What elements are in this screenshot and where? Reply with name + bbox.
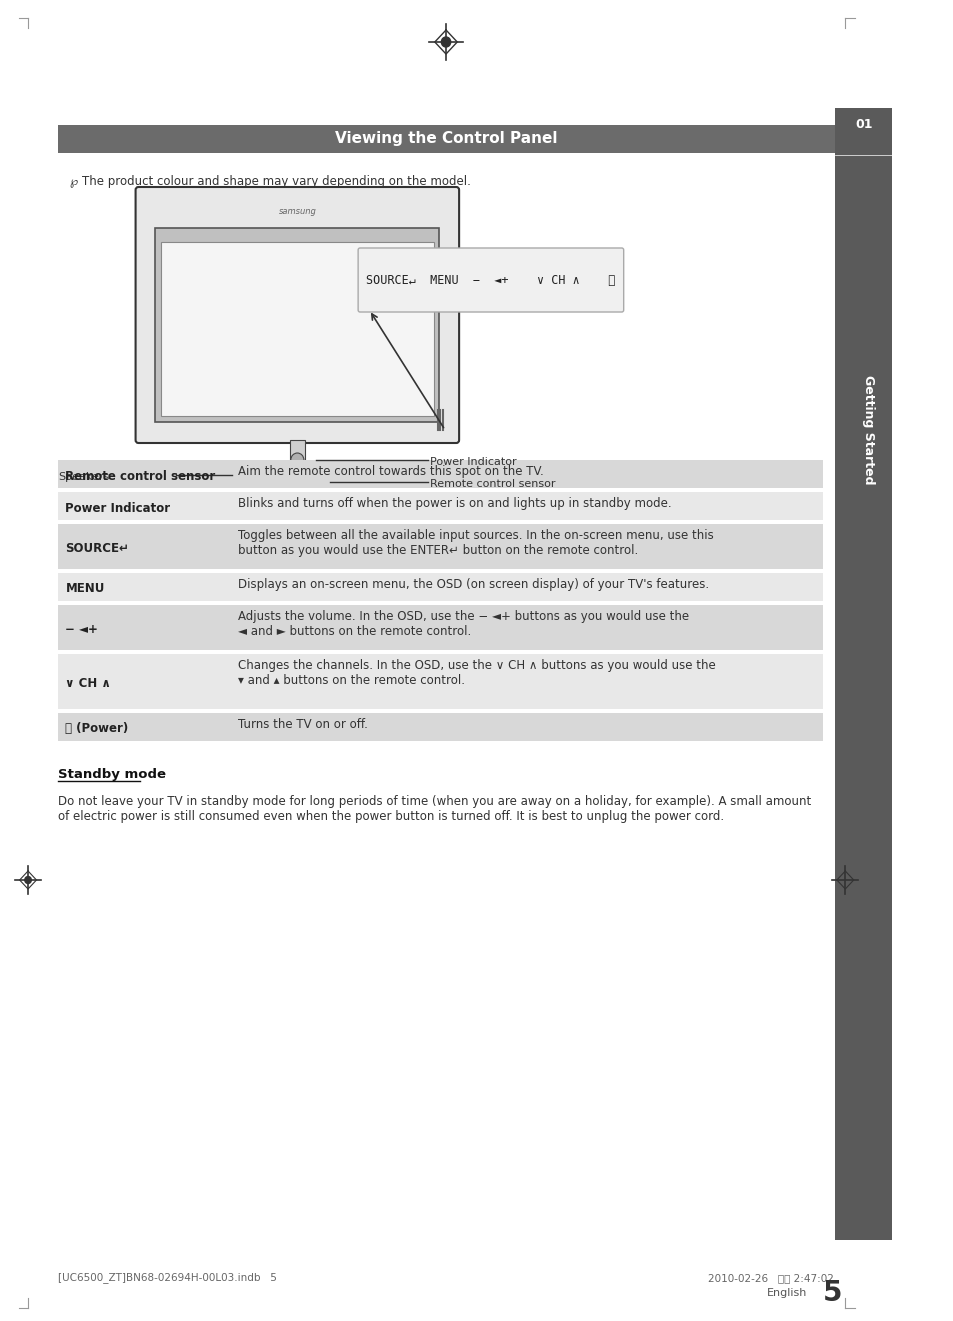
Bar: [290, 440, 305, 465]
Bar: [58, 713, 822, 741]
Text: Getting Started: Getting Started: [862, 375, 874, 485]
FancyBboxPatch shape: [249, 462, 346, 485]
Text: Blinks and turns off when the power is on and lights up in standby mode.: Blinks and turns off when the power is o…: [238, 497, 671, 510]
Text: Power Indicator: Power Indicator: [66, 502, 171, 514]
Bar: [58, 605, 822, 650]
Bar: [58, 573, 822, 601]
Text: Viewing the Control Panel: Viewing the Control Panel: [335, 132, 557, 147]
Text: [UC6500_ZT]BN68-02694H-00L03.indb   5: [UC6500_ZT]BN68-02694H-00L03.indb 5: [58, 1272, 276, 1284]
Circle shape: [291, 453, 304, 468]
Text: 2010-02-26   오후 2:47:02: 2010-02-26 오후 2:47:02: [707, 1273, 833, 1283]
Bar: [58, 524, 822, 569]
FancyBboxPatch shape: [135, 188, 458, 443]
Text: English: English: [766, 1288, 806, 1299]
Text: ∨ CH ∧: ∨ CH ∧: [66, 676, 112, 690]
Bar: [58, 460, 822, 487]
Text: Power Indicator: Power Indicator: [430, 457, 517, 468]
Circle shape: [25, 877, 31, 884]
Bar: [161, 242, 434, 416]
Text: ⏻ (Power): ⏻ (Power): [66, 723, 129, 736]
Bar: [58, 654, 822, 709]
Circle shape: [441, 37, 450, 48]
Text: Standby mode: Standby mode: [58, 768, 166, 781]
Text: Displays an on-screen menu, the OSD (on screen display) of your TV's features.: Displays an on-screen menu, the OSD (on …: [238, 579, 709, 590]
Bar: [58, 491, 822, 520]
Text: Changes the channels. In the OSD, use the ∨ CH ∧ buttons as you would use the
▾ : Changes the channels. In the OSD, use th…: [238, 659, 716, 687]
Text: Adjusts the volume. In the OSD, use the − ◄+ buttons as you would use the
◄ and : Adjusts the volume. In the OSD, use the …: [238, 610, 689, 638]
Text: Aim the remote control towards this spot on the TV.: Aim the remote control towards this spot…: [238, 465, 543, 478]
Circle shape: [841, 877, 847, 884]
Text: Speakers: Speakers: [58, 472, 109, 482]
Text: 5: 5: [822, 1279, 841, 1306]
FancyBboxPatch shape: [357, 248, 623, 312]
Text: Remote control sensor: Remote control sensor: [430, 480, 555, 489]
Bar: [58, 125, 834, 153]
Text: SOURCE↵  MENU  −  ◄+    ∨ CH ∧    ⏻: SOURCE↵ MENU − ◄+ ∨ CH ∧ ⏻: [366, 273, 615, 287]
Text: 01: 01: [854, 119, 872, 132]
Text: MENU: MENU: [66, 583, 105, 596]
Text: Turns the TV on or off.: Turns the TV on or off.: [238, 719, 368, 731]
Text: − ◄+: − ◄+: [66, 624, 102, 635]
Bar: [155, 229, 439, 421]
Bar: [834, 108, 891, 1240]
Text: Do not leave your TV in standby mode for long periods of time (when you are away: Do not leave your TV in standby mode for…: [58, 795, 810, 823]
Text: samsung: samsung: [278, 207, 316, 217]
Text: SOURCE↵: SOURCE↵: [66, 542, 130, 555]
Text: ℘ The product colour and shape may vary depending on the model.: ℘ The product colour and shape may vary …: [71, 174, 471, 188]
Text: Toggles between all the available input sources. In the on-screen menu, use this: Toggles between all the available input …: [238, 528, 714, 557]
Text: Remote control sensor: Remote control sensor: [66, 469, 215, 482]
